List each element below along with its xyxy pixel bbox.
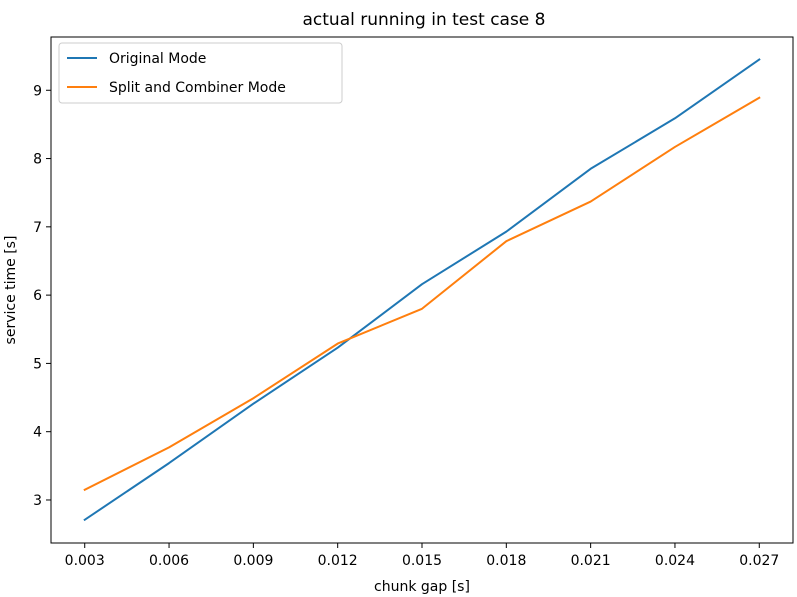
y-tick-label: 4 xyxy=(33,425,42,441)
legend: Original Mode Split and Combiner Mode xyxy=(58,42,343,104)
x-tick-label: 0.015 xyxy=(402,553,442,569)
x-tick-label: 0.018 xyxy=(486,553,526,569)
series-layer xyxy=(83,58,761,522)
y-axis-label: service time [s] xyxy=(3,236,19,345)
x-tick-label: 0.021 xyxy=(571,553,611,569)
y-tick-label: 5 xyxy=(33,356,42,372)
y-tick-label: 6 xyxy=(33,288,42,304)
series-line-split-and-combiner-mode xyxy=(83,96,761,492)
x-tick-label: 0.027 xyxy=(739,553,779,569)
y-tick-label: 9 xyxy=(33,83,42,99)
x-axis-label: chunk gap [s] xyxy=(374,579,470,595)
chart-title: actual running in test case 8 xyxy=(302,10,545,30)
y-tick-label: 3 xyxy=(33,493,42,509)
legend-label: Split and Combiner Mode xyxy=(109,80,286,96)
x-tick-label: 0.003 xyxy=(65,553,105,569)
legend-box xyxy=(58,42,343,104)
x-axis: 0.003 0.006 0.009 0.012 0.015 0.018 0.021 0.024… xyxy=(65,543,779,569)
series-line-original-mode xyxy=(83,58,761,522)
x-tick-label: 0.006 xyxy=(149,553,189,569)
y-tick-label: 8 xyxy=(33,152,42,168)
y-tick-label: 7 xyxy=(33,220,42,236)
legend-label: Original Mode xyxy=(109,51,206,67)
x-tick-label: 0.024 xyxy=(655,553,695,569)
y-axis: 3 4 5 6 7 8 9 xyxy=(33,83,51,509)
x-tick-label: 0.009 xyxy=(233,553,273,569)
x-tick-label: 0.012 xyxy=(318,553,358,569)
